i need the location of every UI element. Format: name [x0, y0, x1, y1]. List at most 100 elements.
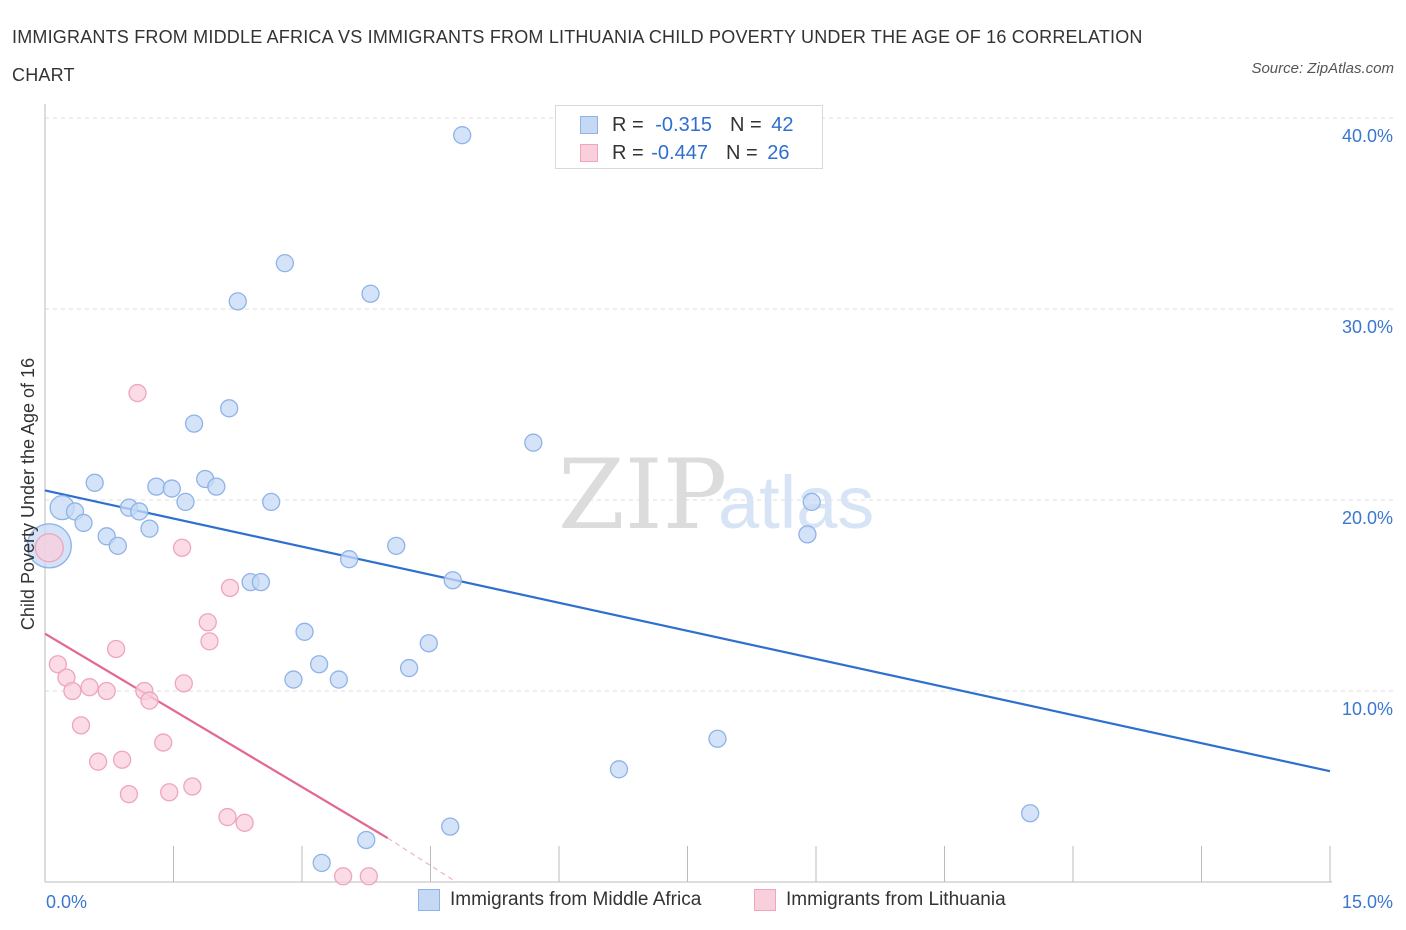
point-middle-africa — [220, 399, 239, 418]
chart-title: IMMIGRANTS FROM MIDDLE AFRICA VS IMMIGRA… — [12, 27, 1143, 85]
bottom-legend-label: Immigrants from Middle Africa — [450, 889, 702, 910]
legend-row-lithuania: R = -0.447 N = 26 — [580, 139, 789, 167]
point-lithuania — [220, 578, 240, 598]
point-middle-africa — [275, 254, 295, 273]
legend-r-label: R = — [612, 113, 650, 136]
y-tick-label: 10.0% — [1342, 699, 1393, 719]
y-tick-label: 30.0% — [1342, 317, 1393, 337]
point-middle-africa — [130, 502, 149, 521]
point-middle-africa — [708, 729, 727, 748]
data-points — [26, 126, 1040, 886]
point-middle-africa — [309, 655, 329, 674]
trend-extension-lithuania — [387, 837, 457, 883]
point-lithuania — [235, 813, 254, 832]
point-lithuania — [198, 613, 217, 632]
bottom-legend-label: Immigrants from Lithuania — [786, 889, 1006, 910]
source-label: Source: ZipAtlas.com — [1251, 60, 1394, 77]
legend-n-label: N = — [729, 113, 768, 136]
y-tick-label: 20.0% — [1342, 508, 1393, 528]
point-middle-africa — [74, 513, 93, 533]
point-lithuania — [71, 716, 91, 735]
legend-n-value: 26 — [767, 141, 790, 164]
point-lithuania — [48, 655, 67, 674]
point-lithuania — [119, 784, 139, 804]
watermark-zip: ZIP — [558, 439, 727, 551]
bottom-legend-middle-africa: Immigrants from Middle Africa — [418, 889, 701, 911]
point-lithuania — [80, 678, 99, 697]
trend-lines — [44, 489, 1331, 883]
trend-line-lithuania — [44, 632, 389, 840]
legend-swatch-pink — [580, 144, 598, 162]
y-axis-label: Child Poverty Under the Age of 16 — [18, 358, 38, 630]
point-lithuania — [218, 807, 237, 827]
grid-lines — [45, 117, 1395, 692]
point-lithuania — [106, 639, 126, 659]
point-middle-africa — [207, 477, 226, 496]
point-lithuania — [200, 632, 219, 651]
point-lithuania — [183, 777, 202, 796]
point-lithuania — [128, 383, 147, 403]
point-middle-africa — [312, 853, 331, 873]
point-lithuania — [359, 867, 378, 886]
point-middle-africa — [262, 492, 281, 512]
legend-row-middle-africa: R = -0.315 N = 42 — [580, 111, 793, 139]
point-middle-africa — [399, 658, 419, 678]
bottom-legend-swatch-blue — [418, 889, 440, 911]
point-middle-africa — [443, 571, 462, 590]
point-middle-africa — [85, 473, 104, 492]
bottom-legend: Immigrants from Middle Africa Immigrants… — [0, 889, 1406, 915]
tick-labels: 10.0% 20.0% 30.0% 40.0% 0.0% 15.0% — [46, 126, 1393, 912]
trend-line-middle-africa — [44, 489, 1331, 773]
point-middle-africa — [176, 492, 195, 512]
point-middle-africa — [419, 634, 438, 653]
point-middle-africa — [357, 830, 376, 850]
legend-r-value: -0.447 — [651, 141, 708, 164]
point-middle-africa — [228, 292, 247, 311]
point-middle-africa — [284, 670, 303, 689]
point-lithuania — [88, 752, 108, 771]
point-lithuania — [333, 867, 353, 886]
point-lithuania — [112, 750, 132, 769]
watermark: ZIP atlas — [558, 439, 874, 551]
point-middle-africa — [162, 479, 181, 498]
point-lithuania — [160, 783, 179, 802]
point-middle-africa — [441, 817, 460, 836]
point-middle-africa — [339, 550, 359, 569]
point-middle-africa — [524, 433, 543, 452]
bottom-legend-swatch-pink — [754, 889, 776, 911]
legend: R = -0.315 N = 42 R = -0.447 N = 26 — [555, 105, 823, 169]
point-middle-africa — [1021, 804, 1040, 823]
point-lithuania — [34, 533, 64, 563]
legend-r-value: -0.315 — [655, 113, 712, 136]
legend-swatch-blue — [580, 116, 598, 134]
axes — [44, 104, 1332, 883]
point-middle-africa — [251, 572, 271, 592]
point-middle-africa — [798, 525, 817, 544]
point-lithuania — [154, 733, 173, 752]
point-lithuania — [140, 691, 159, 710]
x-tick-label: 0.0% — [46, 892, 87, 912]
legend-r-label: R = — [612, 141, 650, 164]
point-middle-africa — [387, 536, 406, 555]
point-lithuania — [172, 538, 192, 557]
point-middle-africa — [802, 492, 821, 512]
point-lithuania — [174, 674, 193, 693]
legend-n-value: 42 — [771, 113, 794, 136]
point-middle-africa — [453, 126, 472, 145]
point-middle-africa — [361, 284, 380, 303]
point-lithuania — [63, 681, 82, 701]
watermark-atlas: atlas — [718, 461, 874, 544]
point-middle-africa — [147, 477, 166, 496]
legend-n-label: N = — [725, 141, 764, 164]
y-tick-label: 40.0% — [1342, 126, 1393, 146]
point-middle-africa — [609, 760, 629, 779]
bottom-legend-lithuania: Immigrants from Lithuania — [754, 889, 1006, 911]
x-tick-label: 15.0% — [1342, 892, 1393, 912]
point-lithuania — [97, 681, 116, 701]
point-middle-africa — [329, 670, 348, 689]
point-middle-africa — [140, 519, 159, 538]
point-middle-africa — [108, 536, 127, 555]
point-middle-africa — [295, 622, 314, 641]
point-middle-africa — [184, 414, 204, 433]
